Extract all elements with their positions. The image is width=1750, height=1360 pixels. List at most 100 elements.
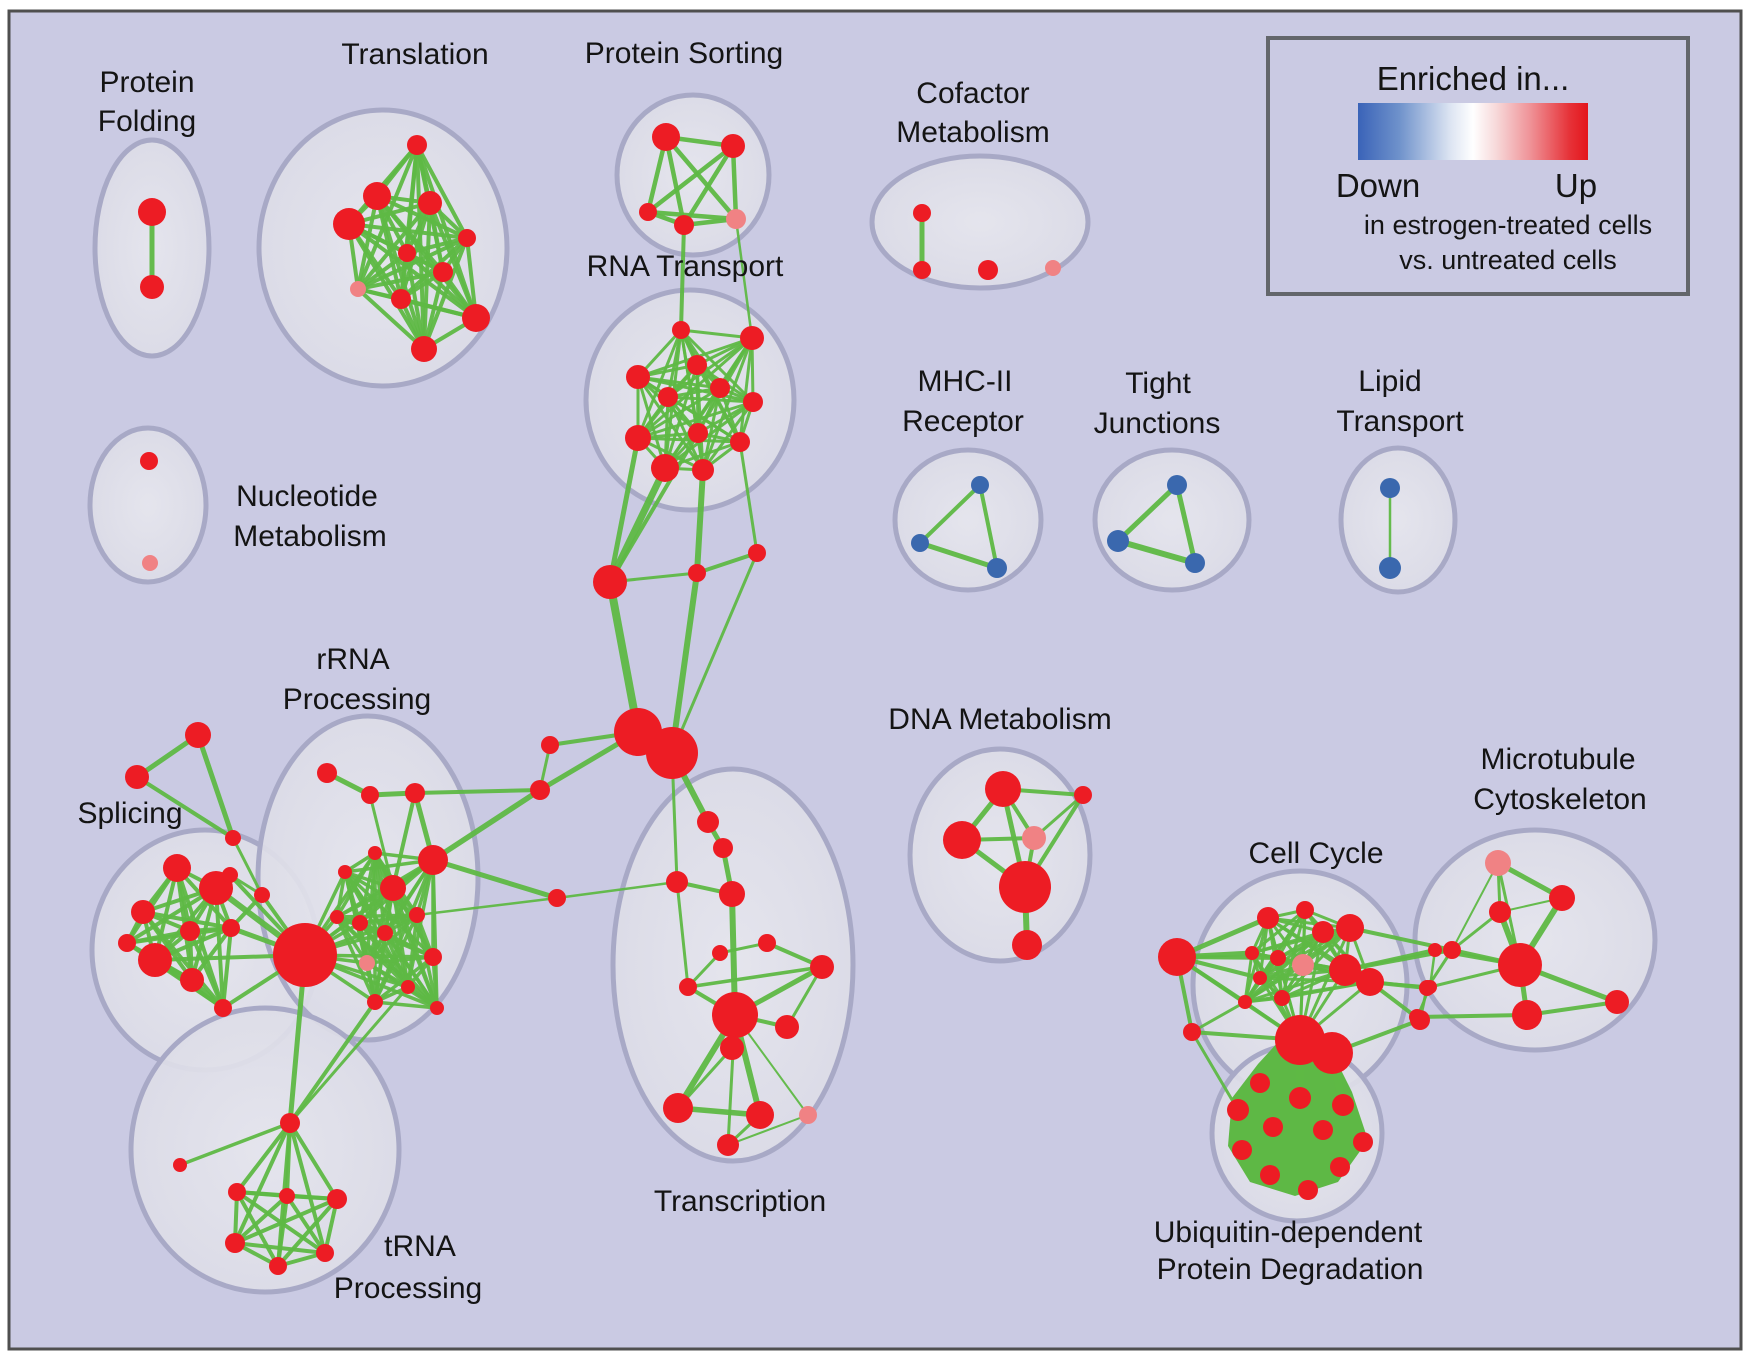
edge [695, 551, 759, 575]
node-pf1 [140, 275, 164, 299]
edge [686, 965, 824, 989]
node-r0 [317, 763, 337, 783]
cluster-translation-label: Translation [341, 38, 488, 71]
edge [413, 788, 542, 795]
edge [679, 328, 755, 404]
node-c7 [758, 934, 776, 952]
edge [233, 1241, 327, 1255]
node-ps3 [674, 215, 694, 235]
edge [1280, 980, 1372, 1000]
cluster-lipid-transport-label-1: Transport [1336, 405, 1464, 438]
node-s8 [118, 934, 136, 952]
legend-context-line2: vs. untreated cells [1399, 245, 1617, 275]
node-rg [273, 923, 337, 987]
edge [233, 1197, 339, 1245]
node-c2 [713, 838, 733, 858]
edge [356, 270, 445, 291]
edge [430, 857, 560, 901]
node-r12 [377, 925, 393, 941]
node-r10 [330, 910, 344, 924]
node-cc2 [1296, 901, 1314, 919]
node-tn5 [225, 1233, 245, 1253]
cluster-nucleotide-metabolism-ellipse [87, 425, 209, 585]
edge [415, 896, 559, 917]
node-lt1 [1379, 557, 1401, 579]
node-c1 [697, 811, 719, 833]
node-rt11 [692, 459, 714, 481]
edge [373, 931, 387, 1004]
edge [347, 222, 469, 240]
cluster-tight-junctions-label-1: Junctions [1094, 407, 1221, 440]
edge [978, 483, 999, 570]
edge [606, 578, 642, 736]
node-c5 [548, 889, 566, 907]
node-ccL [1158, 938, 1196, 976]
node-mt4 [1428, 943, 1442, 957]
node-mh2 [987, 558, 1007, 578]
edge [356, 236, 469, 291]
cluster-dna-metabolism-ellipse [907, 746, 1093, 964]
edge [555, 880, 679, 900]
node-cc4 [1336, 914, 1364, 942]
node-rt7 [625, 425, 651, 451]
edge [918, 483, 982, 545]
edge [738, 336, 754, 444]
node-rt4 [710, 378, 730, 398]
edge [375, 194, 426, 351]
node-r7 [409, 907, 425, 923]
edge [288, 985, 410, 1125]
node-tl8 [391, 289, 411, 309]
node-cc5 [1245, 946, 1259, 960]
node-t1 [775, 1015, 799, 1039]
edge [288, 1121, 339, 1201]
cluster-microtubule-cytoskeleton-label-1: Cytoskeleton [1473, 783, 1646, 816]
node-r14 [424, 948, 442, 966]
edge [1243, 968, 1347, 1004]
cluster-lipid-transport-ellipse [1338, 445, 1458, 595]
node-g2 [646, 727, 698, 779]
cluster-protein-sorting-label: Protein Sorting [585, 37, 783, 70]
edge [1190, 1030, 1240, 1112]
edge [636, 375, 705, 472]
node-c3 [666, 871, 688, 893]
node-cf1 [913, 261, 931, 279]
node-cc6 [1270, 950, 1286, 966]
node-cc8 [1253, 971, 1267, 985]
edge [356, 287, 426, 351]
node-tj1 [1107, 530, 1129, 552]
node-rt8 [688, 423, 708, 443]
node-u4 [1332, 1094, 1354, 1116]
node-s7 [214, 999, 232, 1017]
node-t5 [799, 1106, 817, 1124]
edge [1243, 951, 1254, 1004]
node-tn2 [228, 1183, 246, 1201]
cluster-mhc-ii-receptor-ellipse [892, 447, 1044, 593]
edge [663, 363, 699, 470]
node-g4 [1311, 1032, 1353, 1074]
legend: Enriched in... Down Up in estrogen-treat… [1266, 36, 1690, 296]
node-r8 [254, 887, 270, 903]
legend-box [1266, 36, 1690, 296]
edge [288, 1000, 377, 1125]
node-s4 [222, 919, 240, 937]
edge [645, 143, 736, 215]
edge [178, 1121, 292, 1167]
node-r11 [352, 915, 368, 931]
node-lt0 [1380, 478, 1400, 498]
node-rt5 [658, 387, 678, 407]
node-t3 [663, 1093, 693, 1123]
node-tl9 [462, 304, 490, 332]
node-u3 [1263, 1117, 1283, 1137]
node-r2 [405, 783, 425, 803]
node-nm0 [140, 452, 158, 470]
node-rt9 [730, 432, 750, 452]
node-u5 [1313, 1120, 1333, 1140]
node-cc1 [1257, 907, 1279, 929]
node-rt2 [626, 365, 650, 389]
node-rt3 [687, 355, 707, 375]
node-tl7 [350, 281, 366, 297]
node-tl2 [418, 191, 442, 215]
edge [645, 209, 739, 222]
edge [663, 134, 739, 222]
node-tn3 [279, 1188, 295, 1204]
